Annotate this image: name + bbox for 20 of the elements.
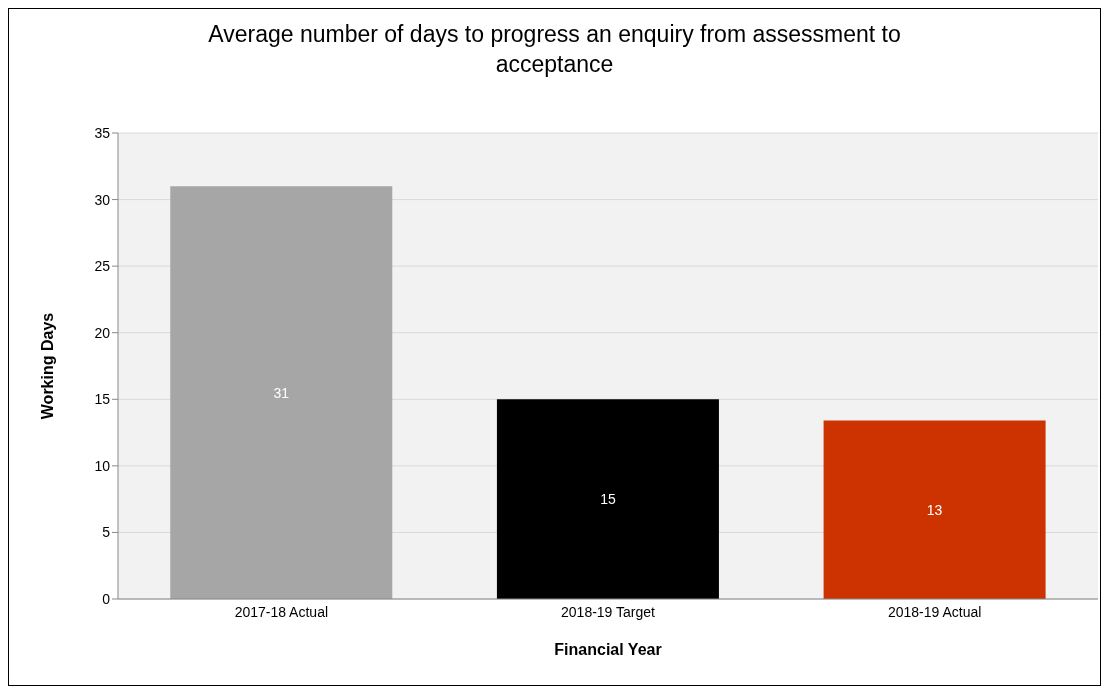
y-tick-label: 35 (94, 124, 111, 141)
y-tick-label: 25 (94, 258, 111, 275)
y-axis-title: Working Days (38, 312, 56, 420)
y-tick-label: 10 (94, 457, 111, 474)
bar (823, 420, 1046, 599)
y-tick-label: 30 (94, 191, 111, 208)
y-tick-label: 5 (102, 524, 111, 541)
x-tick-label: 2018-19 Target (561, 603, 656, 620)
data-label: 13 (926, 501, 943, 518)
x-axis-title: Financial Year (554, 641, 662, 658)
chart-title: Average number of days to progress an enquiry from assessment to acceptance (207, 20, 902, 79)
y-tick-label: 0 (102, 590, 111, 607)
x-tick-label: 2017-18 Actual (234, 603, 329, 620)
y-tick-label: 15 (94, 391, 111, 408)
data-label: 15 (600, 491, 616, 508)
y-tick-label: 20 (94, 324, 111, 341)
data-label: 31 (273, 384, 290, 401)
bar (496, 399, 719, 599)
x-tick-label: 2018-19 Actual (887, 603, 982, 620)
bar (170, 186, 393, 599)
